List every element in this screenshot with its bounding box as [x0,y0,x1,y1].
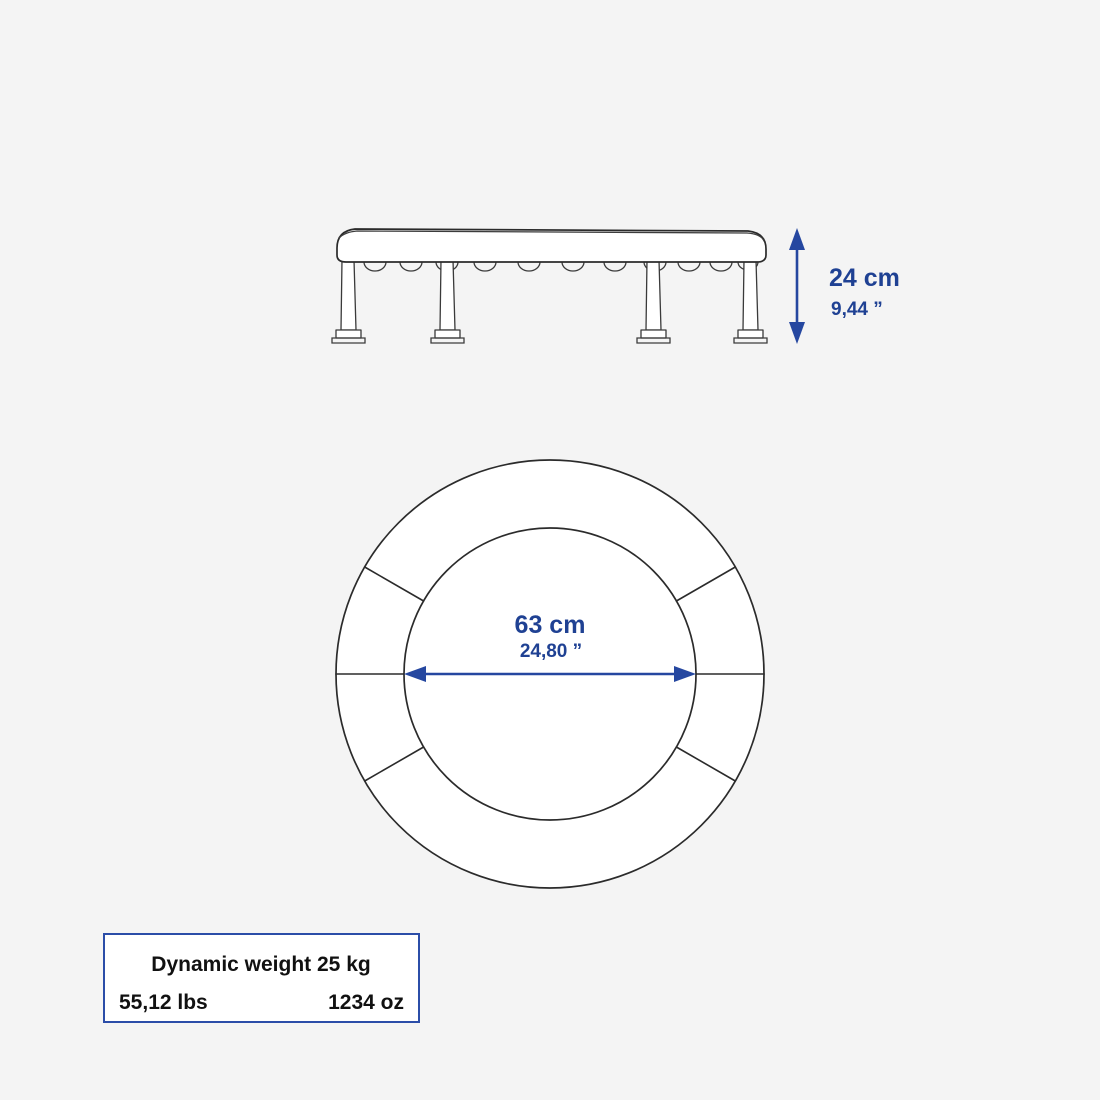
leg-foot [640,329,667,339]
pad-segment-dividers [335,566,765,782]
diameter-metric-label: 63 cm [515,611,586,639]
trampoline-pad [336,228,767,263]
height-imperial-label: 9,44 ” [831,299,883,320]
trampoline-side-view [331,228,768,344]
leg [439,259,456,331]
leg [645,259,662,331]
segment-divider [675,746,737,782]
height-dimension: 24 cm 9,44 ” [789,228,900,344]
height-metric-label: 24 cm [829,264,900,292]
segment-divider [675,566,737,602]
arrow-head-up-icon [789,228,805,250]
dynamic-weight-box: Dynamic weight 25 kg 55,12 lbs 1234 oz [103,933,420,1023]
arrow-head-left-icon [404,666,426,682]
spring-arc [677,261,701,272]
leg-foot-base [733,337,768,344]
weight-oz-value: 1234 oz [328,991,404,1014]
leg [742,259,759,331]
spring-cover-arcs [363,261,759,272]
segment-divider [363,746,425,782]
spring-arc [709,261,733,272]
arrow-head-right-icon [674,666,696,682]
leg-foot [737,329,764,339]
leg [340,259,357,331]
leg-foot-base [331,337,366,344]
leg-foot-base [430,337,465,344]
leg-foot-base [636,337,671,344]
arrow-head-down-icon [789,322,805,344]
spring-arc [399,261,423,272]
diameter-imperial-label: 24,80 ” [520,641,582,662]
spring-arc [473,261,497,272]
diameter-dimension: 63 cm 24,80 ” [404,611,696,682]
leg-foot [335,329,362,339]
spring-arc [363,261,387,272]
segment-divider [363,566,425,602]
spring-arc [603,261,627,272]
leg-foot [434,329,461,339]
weight-lbs-value: 55,12 lbs [119,991,208,1014]
pad-highlight [338,230,765,242]
weight-box-border [103,933,420,1023]
weight-box-title: Dynamic weight 25 kg [151,953,370,976]
trampoline-legs [331,259,768,344]
spring-arc [517,261,541,272]
spring-arc [561,261,585,272]
